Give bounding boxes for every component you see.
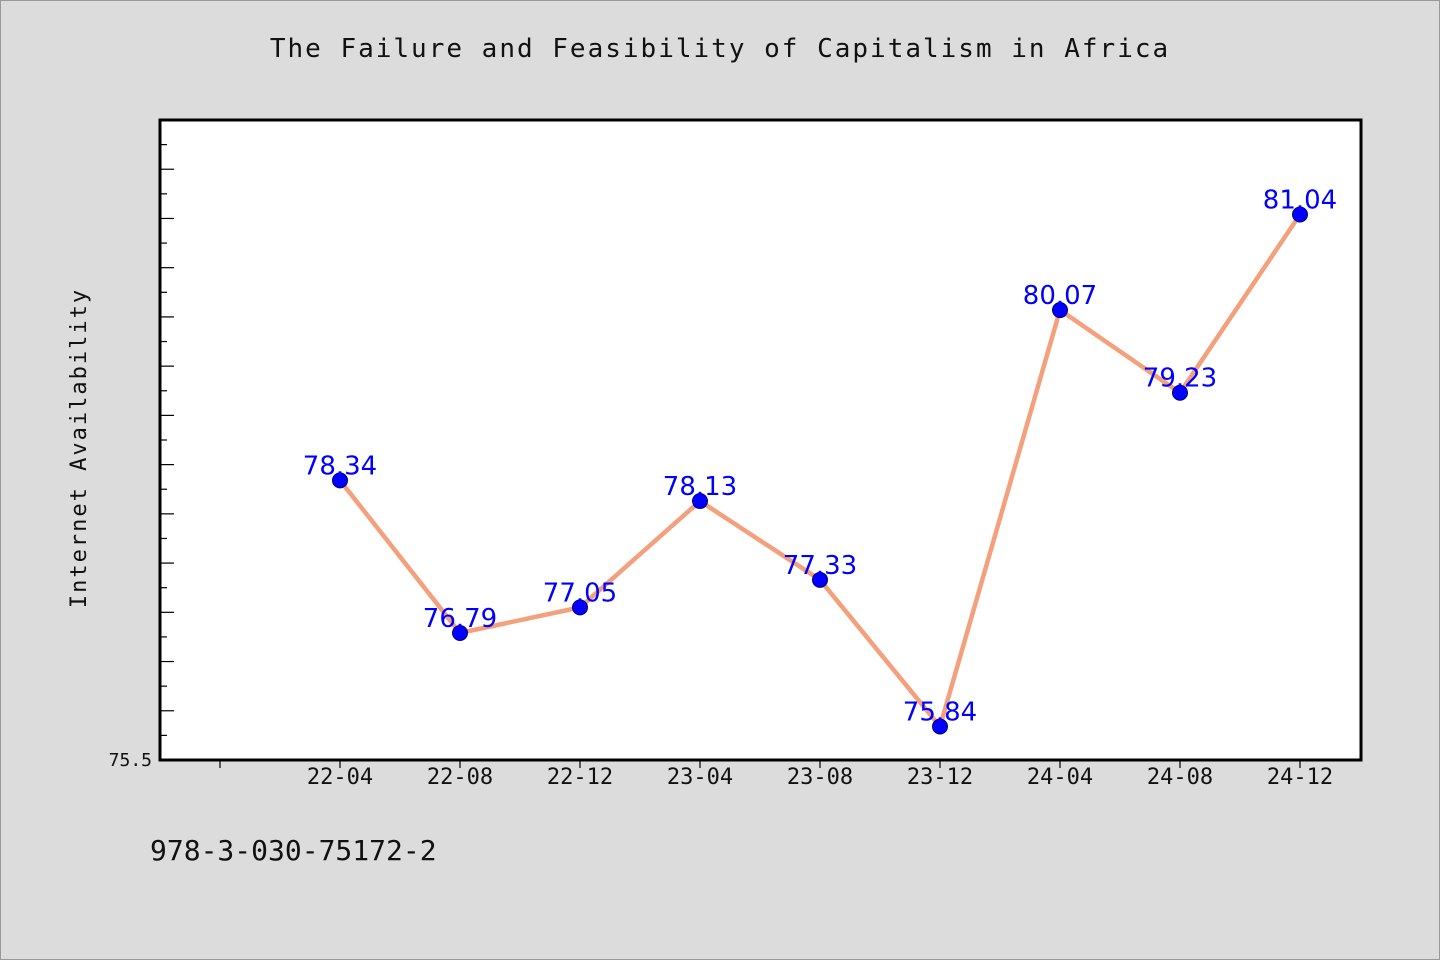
data-label: 75.84: [903, 698, 977, 728]
data-label: 77.33: [783, 551, 857, 581]
data-label: 78.13: [663, 472, 737, 502]
x-tick-label: 24-04: [1027, 765, 1093, 790]
x-tick-label: 23-12: [907, 765, 973, 790]
plot-area: [158, 118, 1363, 762]
data-label: 78.34: [303, 451, 377, 481]
data-point: [572, 599, 588, 616]
data-point: [1292, 206, 1308, 223]
x-tick-label: 22-12: [547, 765, 613, 790]
data-label: 80.07: [1023, 281, 1097, 311]
y-axis: 75.5: [109, 119, 174, 771]
data-point: [1052, 302, 1068, 319]
x-tick-label: 22-04: [307, 765, 373, 790]
data-label: 76.79: [423, 604, 497, 634]
data-label: 81.04: [1263, 186, 1337, 216]
data-point: [332, 472, 348, 489]
data-label: 77.05: [543, 578, 617, 608]
data-label: 79.23: [1143, 364, 1217, 394]
data-point: [932, 718, 948, 735]
chart-title: The Failure and Feasibility of Capitalis…: [269, 34, 1171, 64]
data-point: [692, 493, 708, 510]
y-tick-label: 75.5: [109, 750, 152, 771]
series-group: [332, 206, 1308, 735]
data-point: [452, 624, 468, 641]
x-tick-label: 23-08: [787, 765, 853, 790]
x-tick-label: 23-04: [667, 765, 733, 790]
data-point: [812, 571, 828, 588]
x-tick-label: 22-08: [427, 765, 493, 790]
data-labels: 78.34 76.79 77.05 78.13 77.33 75.84 80.07 79.23…: [303, 186, 1337, 728]
y-axis-label: Internet Availability: [67, 288, 92, 608]
x-tick-label: 24-08: [1147, 765, 1213, 790]
x-axis: 22-04 22-08 22-12 23-04 23-08 23-12 24-04 24-08…: [219, 760, 1333, 790]
data-point: [1172, 384, 1188, 401]
x-tick-label: 24-12: [1267, 765, 1333, 790]
isbn-caption: 978-3-030-75172-2: [150, 834, 437, 867]
